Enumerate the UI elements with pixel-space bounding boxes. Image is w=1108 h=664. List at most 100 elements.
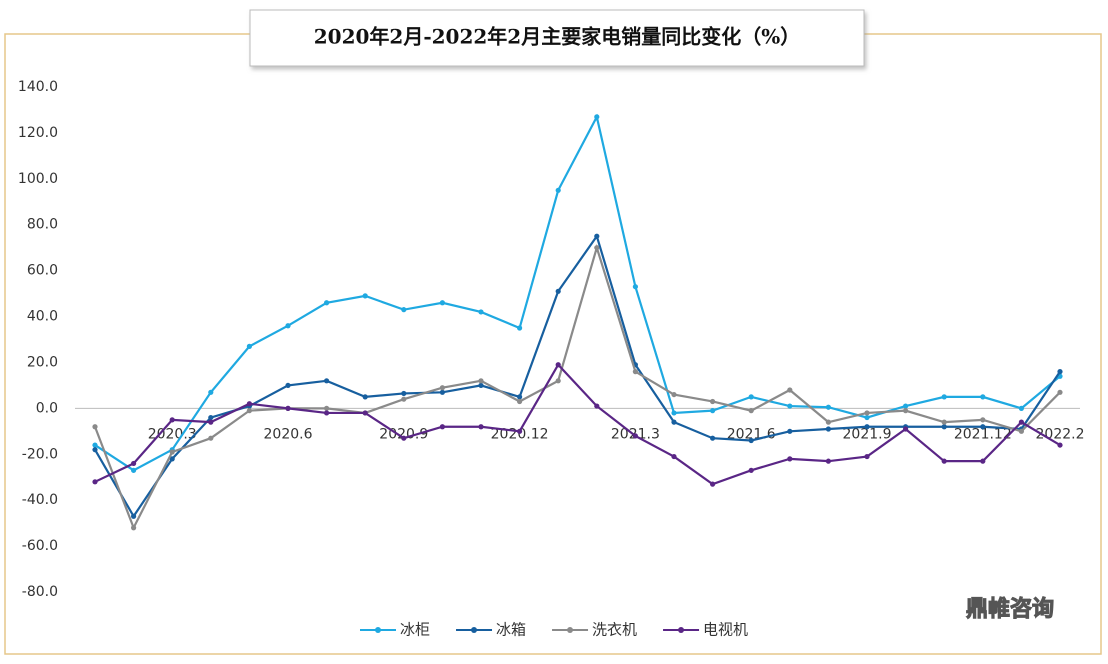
data-point — [594, 114, 600, 120]
data-point — [169, 449, 175, 455]
y-tick-label: 100.0 — [18, 171, 58, 187]
data-point — [864, 410, 870, 416]
data-point — [980, 458, 986, 464]
data-point — [324, 405, 330, 411]
data-point — [1018, 405, 1024, 411]
data-point — [903, 426, 909, 432]
data-point — [787, 403, 793, 409]
data-point — [594, 403, 600, 409]
data-point — [246, 401, 252, 407]
data-point — [1057, 389, 1063, 395]
data-point — [478, 378, 484, 384]
data-point — [131, 460, 137, 467]
data-point — [1018, 428, 1024, 434]
data-point — [594, 233, 600, 239]
data-point — [980, 424, 986, 430]
data-point — [246, 343, 252, 349]
y-tick-label: 60.0 — [27, 263, 58, 279]
data-point — [825, 426, 832, 432]
data-point — [131, 467, 137, 473]
data-point — [555, 187, 561, 193]
data-point — [324, 410, 330, 416]
data-point — [478, 309, 484, 315]
data-point — [92, 424, 98, 430]
y-tick-label: -60.0 — [22, 538, 58, 554]
data-point — [439, 385, 445, 391]
series-line — [94, 233, 1061, 519]
data-point — [903, 408, 909, 414]
y-tick-label: -20.0 — [22, 446, 58, 462]
data-point — [864, 414, 870, 421]
legend-marker — [375, 627, 381, 633]
data-point — [555, 362, 561, 368]
data-point — [710, 408, 716, 414]
data-point — [941, 424, 947, 430]
data-point — [362, 293, 368, 299]
data-point — [208, 389, 214, 395]
title-box — [249, 9, 865, 67]
data-point — [401, 435, 407, 441]
y-tick-label: -40.0 — [22, 492, 58, 508]
series-line — [94, 113, 1061, 472]
data-point — [401, 396, 407, 402]
data-point — [324, 378, 330, 384]
data-point — [1057, 369, 1063, 375]
data-point — [285, 382, 291, 389]
data-point — [941, 419, 947, 425]
watermark: 鼎帷咨询 — [966, 596, 1054, 622]
frame — [4, 33, 1102, 655]
data-point — [825, 404, 832, 410]
data-point — [671, 410, 677, 416]
x-tick-label: 2020.6 — [264, 426, 313, 442]
data-point — [787, 387, 793, 393]
legend-marker — [471, 627, 478, 633]
y-tick-label: -80.0 — [22, 584, 58, 600]
data-point — [710, 398, 716, 405]
data-point — [748, 394, 754, 400]
data-point — [1018, 419, 1024, 425]
legend-label: 电视机 — [703, 621, 748, 639]
series-line — [94, 362, 1061, 486]
data-point — [517, 394, 523, 400]
legend-marker — [678, 627, 685, 633]
data-point — [208, 414, 214, 421]
data-point — [208, 435, 214, 441]
data-point — [671, 453, 677, 460]
data-point — [632, 433, 639, 439]
data-point — [169, 417, 175, 423]
y-tick-label: 140.0 — [18, 79, 58, 95]
data-point — [439, 300, 445, 306]
data-point — [285, 405, 291, 411]
data-point — [478, 424, 484, 430]
data-point — [555, 378, 561, 384]
data-point — [825, 458, 832, 464]
data-point — [246, 408, 252, 414]
data-point — [401, 307, 407, 313]
data-point — [980, 417, 986, 423]
data-point — [478, 382, 484, 389]
data-point — [439, 424, 445, 430]
data-point — [324, 300, 330, 306]
legend-marker — [567, 627, 574, 633]
data-point — [169, 456, 175, 462]
chart-title: 2020年2月-2022年2月主要家电销量同比变化（%） — [314, 25, 800, 49]
data-point — [787, 456, 793, 462]
data-point — [131, 525, 137, 531]
data-point — [748, 408, 754, 414]
legend-label: 洗衣机 — [592, 621, 637, 639]
data-point — [362, 394, 368, 400]
data-point — [748, 467, 754, 473]
data-point — [632, 369, 639, 375]
data-point — [594, 245, 600, 251]
data-point — [1057, 442, 1063, 448]
data-point — [439, 389, 445, 395]
y-tick-label: 80.0 — [27, 217, 58, 233]
data-point — [517, 398, 523, 405]
data-point — [401, 390, 407, 397]
data-point — [517, 325, 523, 331]
data-point — [941, 458, 947, 464]
series-line — [93, 243, 1061, 531]
data-point — [980, 394, 986, 400]
data-point — [92, 479, 98, 485]
